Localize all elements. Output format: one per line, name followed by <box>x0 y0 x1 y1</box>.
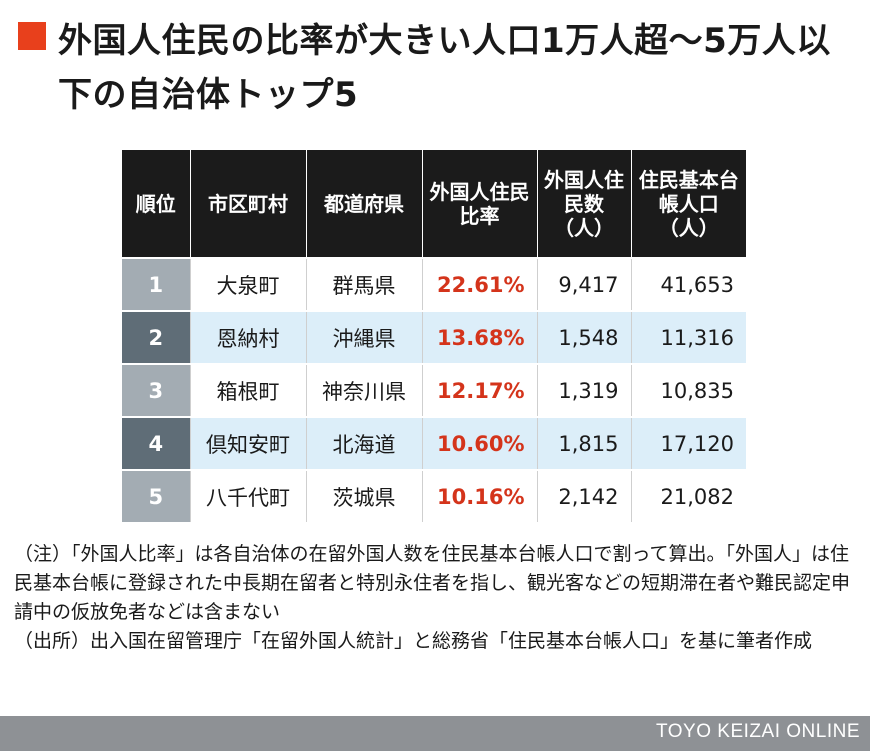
ratio-cell: 10.16% <box>421 469 537 522</box>
col-header-population: 住民基本台帳人口（人） <box>630 150 746 258</box>
rank-cell: 5 <box>122 469 190 522</box>
source-note: （注）「外国人比率」は各自治体の在留外国人数を住民基本台帳人口で割って算出。「外… <box>14 543 851 652</box>
prefecture-cell: 群馬県 <box>305 257 422 311</box>
prefecture-cell: 沖縄県 <box>305 310 422 364</box>
ranking-table: 順位 市区町村 都道府県 外国人住民比率 外国人住民数（人） 住民基本台帳人口（… <box>122 150 746 522</box>
rank-cell: 3 <box>122 363 190 417</box>
col-header-rank: 順位 <box>122 150 190 258</box>
ratio-cell: 22.61% <box>421 257 537 311</box>
municipality-cell: 箱根町 <box>189 363 306 417</box>
foreign-count-cell: 1,815 <box>536 416 631 470</box>
municipality-cell: 倶知安町 <box>189 416 306 470</box>
table-row: 1 大泉町 群馬県 22.61% 9,417 41,653 <box>122 257 746 311</box>
table-row: 4 倶知安町 北海道 10.60% 1,815 17,120 <box>122 416 746 470</box>
foreign-count-cell: 2,142 <box>536 469 631 522</box>
footer-brand: TOYO KEIZAI ONLINE <box>656 721 860 742</box>
foreign-count-cell: 1,319 <box>536 363 631 417</box>
col-header-foreign-count: 外国人住民数（人） <box>536 150 631 258</box>
municipality-cell: 八千代町 <box>189 469 306 522</box>
col-header-municipality: 市区町村 <box>189 150 306 258</box>
prefecture-cell: 茨城県 <box>305 469 422 522</box>
foreign-count-cell: 1,548 <box>536 310 631 364</box>
title-block: 外国人住民の比率が大きい人口1万人超〜5万人以下の自治体トップ5 <box>18 14 858 122</box>
footer-bar: TOYO KEIZAI ONLINE <box>0 716 870 751</box>
ratio-cell: 10.60% <box>421 416 537 470</box>
title-marker-square <box>18 22 46 50</box>
population-cell: 11,316 <box>630 310 746 364</box>
population-cell: 21,082 <box>630 469 746 522</box>
table-row: 3 箱根町 神奈川県 12.17% 1,319 10,835 <box>122 363 746 417</box>
table-row: 5 八千代町 茨城県 10.16% 2,142 21,082 <box>122 469 746 522</box>
ratio-cell: 12.17% <box>421 363 537 417</box>
foreign-count-cell: 9,417 <box>536 257 631 311</box>
chart-title: 外国人住民の比率が大きい人口1万人超〜5万人以下の自治体トップ5 <box>58 21 831 115</box>
table-row: 2 恩納村 沖縄県 13.68% 1,548 11,316 <box>122 310 746 364</box>
col-header-prefecture: 都道府県 <box>305 150 422 258</box>
table-header-row: 順位 市区町村 都道府県 外国人住民比率 外国人住民数（人） 住民基本台帳人口（… <box>122 150 746 258</box>
rank-cell: 4 <box>122 416 190 470</box>
municipality-cell: 大泉町 <box>189 257 306 311</box>
prefecture-cell: 神奈川県 <box>305 363 422 417</box>
rank-cell: 1 <box>122 257 190 311</box>
ratio-cell: 13.68% <box>421 310 537 364</box>
population-cell: 17,120 <box>630 416 746 470</box>
prefecture-cell: 北海道 <box>305 416 422 470</box>
population-cell: 10,835 <box>630 363 746 417</box>
rank-cell: 2 <box>122 310 190 364</box>
col-header-foreign-ratio: 外国人住民比率 <box>421 150 537 258</box>
population-cell: 41,653 <box>630 257 746 311</box>
municipality-cell: 恩納村 <box>189 310 306 364</box>
